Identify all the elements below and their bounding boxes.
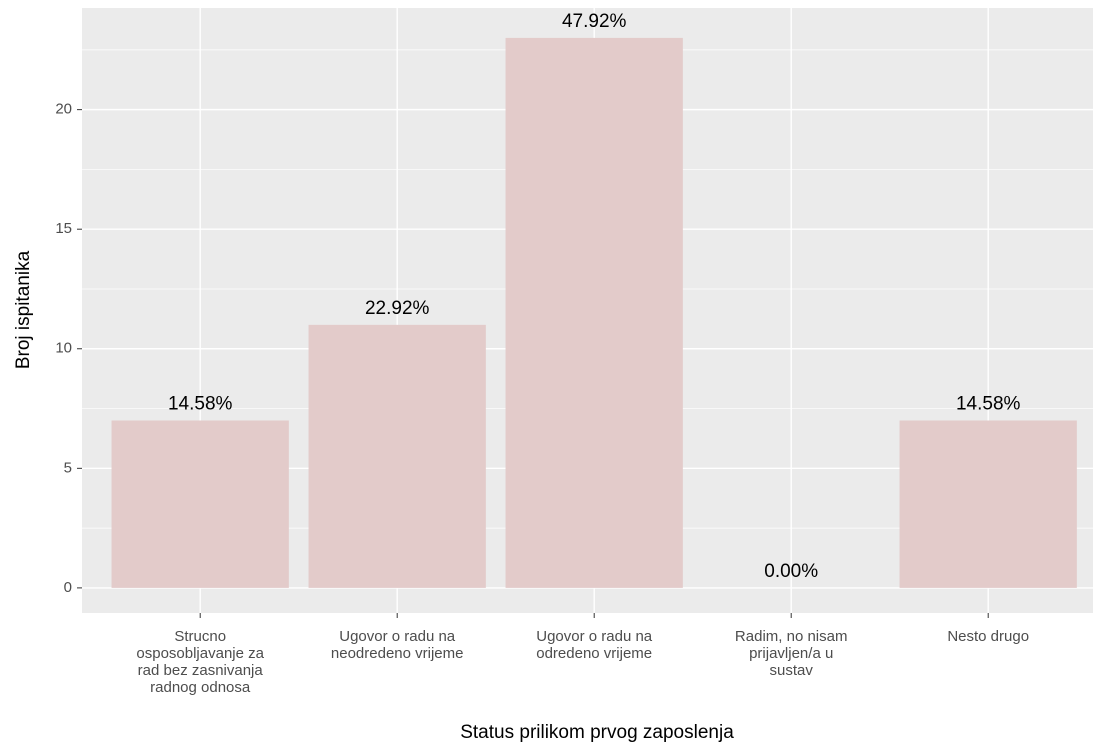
y-tick-label: 5 <box>64 459 72 476</box>
x-tick-label-line: prijavljen/a u <box>749 645 833 662</box>
value-label: 14.58% <box>168 394 233 415</box>
x-tick-label-line: Ugovor o radu na <box>339 628 456 645</box>
x-tick-label: Strucno osposobljavanje za rad bez zasniva… <box>136 628 264 696</box>
value-label: 22.92% <box>365 298 430 319</box>
x-tick-label-line: Strucno <box>174 628 226 645</box>
x-tick-label-line: osposobljavanje za <box>136 645 264 662</box>
x-tick-label-line: Nesto drugo <box>947 628 1029 645</box>
x-tick-label-line: sustav <box>770 662 814 679</box>
x-tick-label: Radim, no nisam prijavljen/a u sustav <box>735 628 848 679</box>
x-tick-label-line: Radim, no nisam <box>735 628 848 645</box>
y-tick-label: 15 <box>55 220 72 237</box>
bar <box>505 37 683 588</box>
x-tick-label: Ugovor o radu na neodredeno vrijeme <box>331 628 464 662</box>
x-tick-label-line: radnog odnosa <box>150 679 251 696</box>
x-tick-label: Nesto drugo <box>947 628 1029 645</box>
x-tick-label-line: neodredeno vrijeme <box>331 645 464 662</box>
value-label: 0.00% <box>764 561 818 582</box>
x-axis-title: Status prilikom prvog zaposlenja <box>460 722 734 743</box>
y-axis-title: Broj ispitanika <box>13 250 34 369</box>
bar <box>111 420 289 588</box>
y-tick-label: 10 <box>55 340 72 357</box>
y-tick-label: 20 <box>55 101 72 118</box>
x-tick-label-line: Ugovor o radu na <box>536 628 653 645</box>
value-label: 47.92% <box>562 11 627 32</box>
value-label: 14.58% <box>956 394 1021 415</box>
y-tick-label: 0 <box>64 579 72 596</box>
bar <box>899 420 1077 588</box>
bar <box>308 324 486 588</box>
x-tick-label-line: odredeno vrijeme <box>536 645 652 662</box>
x-tick-label: Ugovor o radu na odredeno vrijeme <box>536 628 653 662</box>
x-tick-label-line: rad bez zasnivanja <box>138 662 264 679</box>
